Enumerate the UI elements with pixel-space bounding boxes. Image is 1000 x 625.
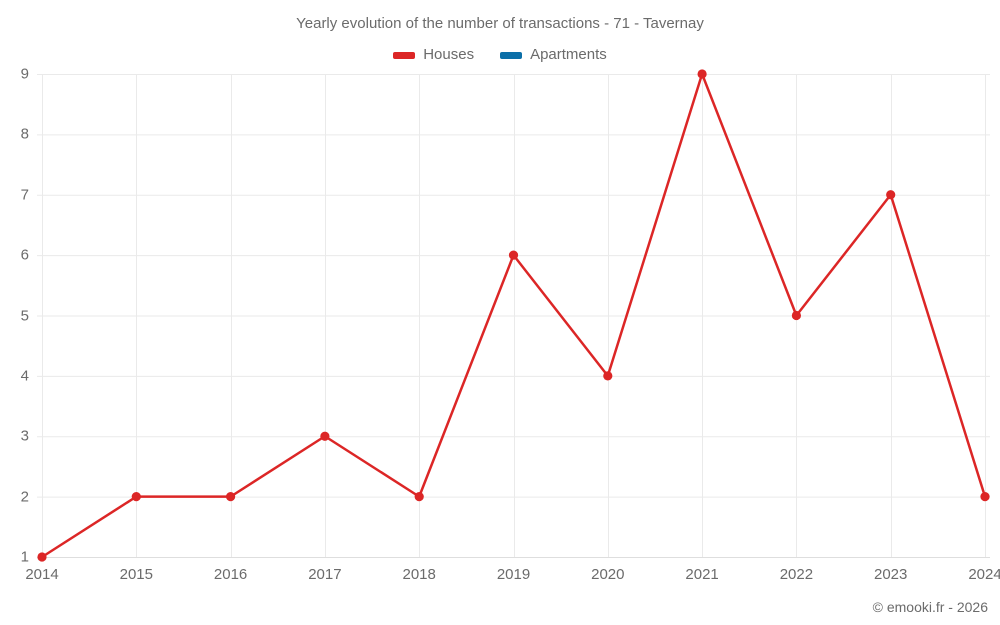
data-point-houses[interactable] — [37, 552, 47, 562]
data-point-houses[interactable] — [980, 492, 990, 502]
legend-item-apartments[interactable]: Apartments — [500, 46, 607, 64]
plot-svg — [37, 69, 990, 562]
legend-swatch-apartments — [500, 51, 523, 59]
legend-item-houses[interactable]: Houses — [393, 46, 474, 64]
x-tick-label: 2014 — [25, 566, 59, 583]
x-tick-label: 2021 — [685, 566, 719, 583]
y-tick-label: 8 — [20, 125, 29, 143]
y-tick-label: 4 — [20, 367, 29, 385]
y-tick-label: 1 — [20, 548, 29, 566]
data-point-houses[interactable] — [414, 492, 424, 502]
x-tick-label: 2023 — [874, 566, 908, 583]
legend-label-apartments: Apartments — [530, 46, 607, 63]
x-tick-label: 2020 — [591, 566, 625, 583]
y-tick-label: 2 — [20, 488, 29, 506]
x-tick-label: 2017 — [308, 566, 342, 583]
data-point-houses[interactable] — [791, 310, 802, 321]
x-tick-label: 2018 — [402, 566, 436, 583]
y-tick-label: 3 — [20, 427, 29, 445]
chart-title: Yearly evolution of the number of transa… — [296, 15, 704, 32]
x-tick-label: 2015 — [119, 566, 153, 583]
y-tick-label: 9 — [20, 65, 29, 83]
data-point-houses[interactable] — [697, 69, 707, 79]
x-tick-label: 2016 — [213, 566, 248, 583]
data-point-houses[interactable] — [603, 371, 613, 381]
y-tick-label: 7 — [20, 186, 29, 204]
x-tick-label: 2019 — [496, 566, 531, 583]
y-tick-label: 5 — [20, 307, 29, 324]
y-tick-label: 6 — [20, 246, 29, 264]
data-point-houses[interactable] — [886, 190, 896, 200]
data-point-houses[interactable] — [320, 431, 330, 441]
y-axis: 9 8 7 6 5 4 3 2 1 — [0, 67, 29, 565]
legend-swatch-houses — [393, 51, 416, 59]
footer-credit: © emooki.fr - 2026 — [872, 599, 988, 615]
chart-legend: Houses Apartments — [0, 44, 1000, 66]
x-tick-label: 2024 — [968, 566, 1000, 583]
x-axis: 2014 2015 2016 2017 2018 2019 2020 2021 2022 2023… — [25, 566, 1000, 588]
legend-label-houses: Houses — [423, 46, 475, 63]
plot-area — [37, 69, 990, 562]
data-point-houses[interactable] — [508, 250, 519, 260]
x-tick-label: 2022 — [779, 566, 814, 583]
data-point-houses[interactable] — [131, 492, 141, 502]
data-point-houses[interactable] — [226, 492, 236, 502]
